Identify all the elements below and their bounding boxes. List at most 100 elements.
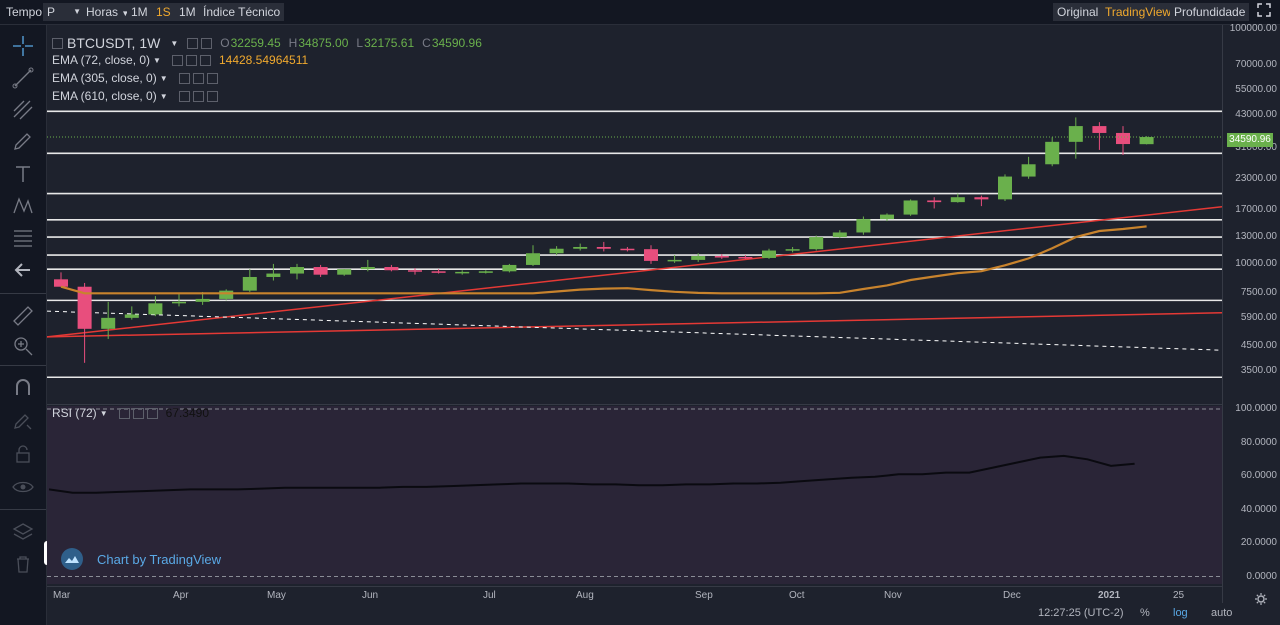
chevron-down-icon[interactable]: ▼ — [159, 73, 168, 83]
eye-icon[interactable] — [10, 474, 36, 500]
chevron-down-icon[interactable]: ▼ — [170, 38, 179, 48]
hide-icon[interactable] — [201, 37, 213, 49]
chart-canvas[interactable] — [47, 25, 1222, 625]
price-axis-label: 7500.00 — [1240, 287, 1277, 299]
rsi-value: 67.3490 — [165, 406, 209, 420]
auto-toggle[interactable]: auto — [1211, 607, 1233, 619]
pattern-icon[interactable] — [10, 193, 36, 219]
zoom-in-icon[interactable] — [10, 333, 36, 359]
tf-1s-button[interactable]: 1S — [152, 3, 175, 21]
rsi-label[interactable]: RSI (72) — [52, 406, 97, 420]
ema72-line — [60, 225, 1147, 295]
tempo-label: Tempo — [6, 5, 43, 19]
settings-icon[interactable] — [187, 37, 199, 49]
candle-body — [573, 246, 588, 249]
rsi-axis-label: 40.0000 — [1240, 503, 1277, 515]
candle-body — [691, 256, 706, 260]
ema72-legend[interactable]: EMA (72, close, 0) ▼ 14428.54964511 — [52, 53, 308, 67]
tf-1m2-button[interactable]: 1M — [175, 3, 200, 21]
drawing-toolbar — [0, 25, 47, 625]
crosshair-icon[interactable] — [10, 33, 36, 59]
ruler-icon[interactable] — [10, 303, 36, 329]
ema72-label[interactable]: EMA (72, close, 0) — [52, 53, 151, 67]
log-toggle[interactable]: log — [1173, 607, 1188, 619]
rsi-axis-label: 0.0000 — [1246, 570, 1277, 582]
percent-toggle[interactable]: % — [1140, 607, 1150, 619]
symbol-label[interactable]: BTCUSDT, 1W — [67, 35, 161, 51]
time-axis-label: Oct — [789, 590, 805, 601]
current-price-tag: 34590.96 — [1227, 133, 1273, 147]
candle-body — [667, 259, 682, 262]
hide-icon[interactable] — [192, 90, 204, 102]
pitchfork-icon[interactable] — [10, 97, 36, 123]
candle-body — [148, 303, 163, 315]
hide-icon[interactable] — [192, 72, 204, 84]
time-axis[interactable]: Mar Apr May Jun Jul Aug Sep Oct Nov Dec 2021 25 — [47, 586, 1222, 604]
tradingview-logo-icon — [61, 548, 83, 570]
candle-body — [384, 267, 399, 271]
view-tradingview-button[interactable]: TradingView — [1101, 3, 1176, 21]
close-icon[interactable] — [146, 407, 158, 419]
candle-body — [502, 264, 517, 272]
candle-body — [478, 271, 493, 273]
hide-icon[interactable] — [185, 54, 197, 66]
chevron-down-icon[interactable]: ▼ — [153, 55, 161, 65]
brush-icon[interactable] — [10, 129, 36, 155]
draw-mode-icon[interactable] — [10, 408, 36, 434]
ema305-label[interactable]: EMA (305, close, 0) — [52, 71, 157, 85]
lock-icon[interactable] — [10, 441, 36, 467]
candle-body — [927, 200, 942, 203]
rsi-legend[interactable]: RSI (72) ▼ 67.3490 — [52, 406, 209, 420]
rsi-axis-label: 100.0000 — [1235, 403, 1277, 414]
magnet-icon[interactable] — [10, 375, 36, 401]
close-icon[interactable] — [199, 54, 211, 66]
time-axis-label: Sep — [695, 590, 713, 601]
settings-icon[interactable] — [171, 54, 183, 66]
tf-1m-button[interactable]: 1M — [127, 3, 152, 21]
candle-body — [809, 237, 824, 250]
view-original-button[interactable]: Original — [1053, 3, 1103, 21]
period-select[interactable]: P ▼ — [43, 3, 85, 21]
chevron-down-icon[interactable]: ▼ — [99, 408, 108, 418]
chevron-down-icon[interactable]: ▼ — [159, 91, 168, 101]
candle-body — [1116, 132, 1130, 145]
time-axis-label: Mar — [53, 590, 71, 601]
candle-body — [219, 290, 234, 299]
open-label: O — [220, 36, 230, 50]
view-depth-button[interactable]: Profundidade — [1170, 3, 1250, 21]
trash-icon[interactable] — [10, 551, 36, 577]
settings-icon[interactable] — [178, 90, 190, 102]
gear-icon[interactable] — [1255, 593, 1267, 608]
price-axis[interactable]: 100000.00 70000.00 55000.00 43000.00 31000.0… — [1222, 23, 1280, 603]
close-icon[interactable] — [206, 90, 218, 102]
arrow-left-icon[interactable] — [10, 257, 36, 283]
ema610-legend[interactable]: EMA (610, close, 0) ▼ — [52, 89, 218, 103]
candle-body — [195, 298, 210, 302]
candle-body — [832, 232, 847, 238]
settings-icon[interactable] — [118, 407, 130, 419]
tradingview-attribution[interactable]: Chart by TradingView — [61, 544, 221, 574]
hide-icon[interactable] — [132, 407, 144, 419]
indice-tecnico-button[interactable]: Índice Técnico — [199, 3, 285, 21]
time-axis-label: Aug — [576, 590, 594, 601]
collapse-icon[interactable] — [52, 37, 63, 49]
horas-select[interactable]: Horas ▼ — [82, 3, 130, 21]
fullscreen-icon[interactable] — [1253, 3, 1279, 21]
price-axis-label: 43000.00 — [1235, 108, 1277, 120]
attribution-link[interactable]: Chart by TradingView — [97, 551, 222, 567]
settings-icon[interactable] — [178, 72, 190, 84]
open-value: 32259.45 — [230, 36, 281, 50]
ema610-label[interactable]: EMA (610, close, 0) — [52, 89, 157, 103]
close-icon[interactable] — [206, 72, 218, 84]
layers-icon[interactable] — [10, 519, 36, 545]
trend-line-icon[interactable] — [10, 65, 36, 91]
main-series-legend: BTCUSDT, 1W ▼ O 32259.45 H 34875.00 L 32175… — [52, 35, 490, 51]
chart-area[interactable]: BTCUSDT, 1W ▼ O 32259.45 H 34875.00 L 32175… — [47, 25, 1222, 625]
ema305-legend[interactable]: EMA (305, close, 0) ▼ — [52, 71, 218, 85]
chevron-down-icon: ▼ — [121, 9, 130, 18]
toolbar-divider — [0, 293, 46, 294]
candle-body — [903, 200, 918, 215]
time-axis-label: 2021 — [1098, 590, 1121, 601]
fib-icon[interactable] — [10, 225, 36, 251]
text-icon[interactable] — [10, 161, 36, 187]
